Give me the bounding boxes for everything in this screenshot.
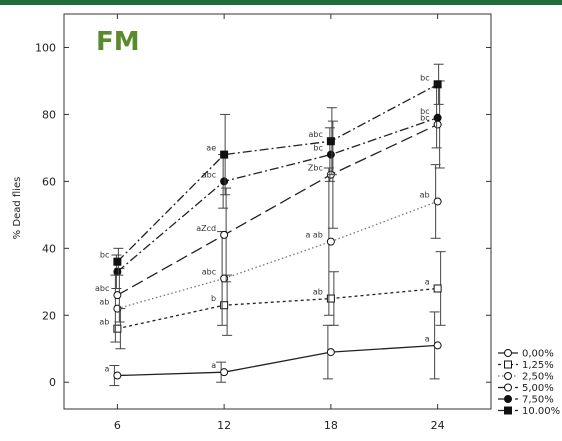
data-point (326, 348, 335, 357)
series-0: a a a (104, 311, 442, 387)
legend-marker (504, 395, 512, 403)
plot-frame (63, 13, 492, 410)
y-axis-label: % Dead flies (12, 177, 23, 240)
significance-label: bc (420, 113, 429, 122)
data-point (326, 137, 335, 146)
significance-label: ab (99, 318, 109, 327)
x-axis: 6 12 18 24 (114, 14, 445, 432)
series-line (116, 83, 438, 263)
data-point (113, 324, 122, 333)
significance-label: ab (99, 298, 109, 307)
legend-marker (504, 360, 512, 369)
legend-label: 2,50% (522, 372, 554, 383)
data-point (113, 257, 122, 266)
significance-label: a ab (305, 231, 322, 240)
significance-label: abc (202, 170, 216, 179)
significance-label: Zbc (308, 164, 323, 173)
data-point (113, 291, 122, 300)
chart-title: FM (96, 27, 140, 57)
y-tick-label: 100 (35, 41, 56, 54)
significance-label: bc (313, 144, 322, 153)
y-tick-label: 60 (42, 175, 56, 188)
significance-label: bc (420, 73, 429, 82)
data-point (326, 294, 335, 303)
legend: 0,00%1,25%2,50%5,00%7,50%10.00% (498, 349, 560, 417)
x-tick-label: 12 (217, 419, 231, 432)
series-1: ab b ab a (99, 251, 446, 350)
x-tick-label: 24 (431, 419, 445, 432)
legend-label: 0,00% (522, 349, 554, 360)
significance-label: bc (100, 251, 109, 260)
y-tick-label: 80 (42, 108, 56, 121)
significance-label: ae (206, 144, 216, 153)
data-point (433, 80, 442, 89)
y-axis: 0 20 40 60 80 100 (35, 41, 491, 389)
data-point (433, 120, 442, 129)
data-point (220, 368, 229, 377)
series-line (117, 200, 438, 310)
legend-label: 1,25% (522, 360, 554, 371)
y-tick-label: 0 (49, 376, 56, 389)
significance-label: aZcd (196, 224, 216, 233)
data-point (113, 371, 122, 380)
data-point (433, 284, 442, 293)
data-point (113, 267, 122, 276)
data-point (220, 150, 229, 159)
significance-label: a (104, 365, 109, 374)
x-tick-label: 6 (114, 419, 121, 432)
data-point (326, 237, 335, 246)
top-accent-bar (0, 0, 562, 5)
data-point (326, 150, 335, 159)
data-point (433, 197, 442, 206)
significance-label: ab (313, 288, 323, 297)
data-point (220, 177, 229, 186)
legend-marker (504, 372, 512, 380)
legend-marker (504, 406, 512, 415)
series-line (116, 117, 438, 273)
significance-label: abc (95, 284, 109, 293)
x-tick-label: 18 (324, 419, 338, 432)
significance-label: abc (308, 130, 322, 139)
data-point (220, 301, 229, 310)
legend-label: 5,00% (522, 383, 554, 394)
series-5: bc ae abc bc (100, 63, 444, 276)
series-line (117, 344, 438, 377)
data-point (220, 230, 229, 239)
legend-marker (504, 349, 512, 357)
significance-label: b (211, 294, 216, 303)
significance-label: a (211, 361, 216, 370)
y-tick-label: 40 (42, 242, 56, 255)
significance-label: ab (420, 190, 430, 199)
significance-label: a (425, 334, 430, 343)
series-line (117, 123, 438, 296)
data-point (433, 113, 442, 122)
significance-label: bc (420, 107, 429, 116)
significance-label: a (425, 277, 430, 286)
data-point (433, 341, 442, 350)
series-line (117, 287, 438, 330)
legend-label: 7,50% (522, 395, 554, 406)
legend-label: 10.00% (522, 406, 560, 417)
legend-marker (504, 383, 512, 392)
y-tick-label: 20 (42, 309, 56, 322)
significance-label: abc (202, 267, 216, 276)
